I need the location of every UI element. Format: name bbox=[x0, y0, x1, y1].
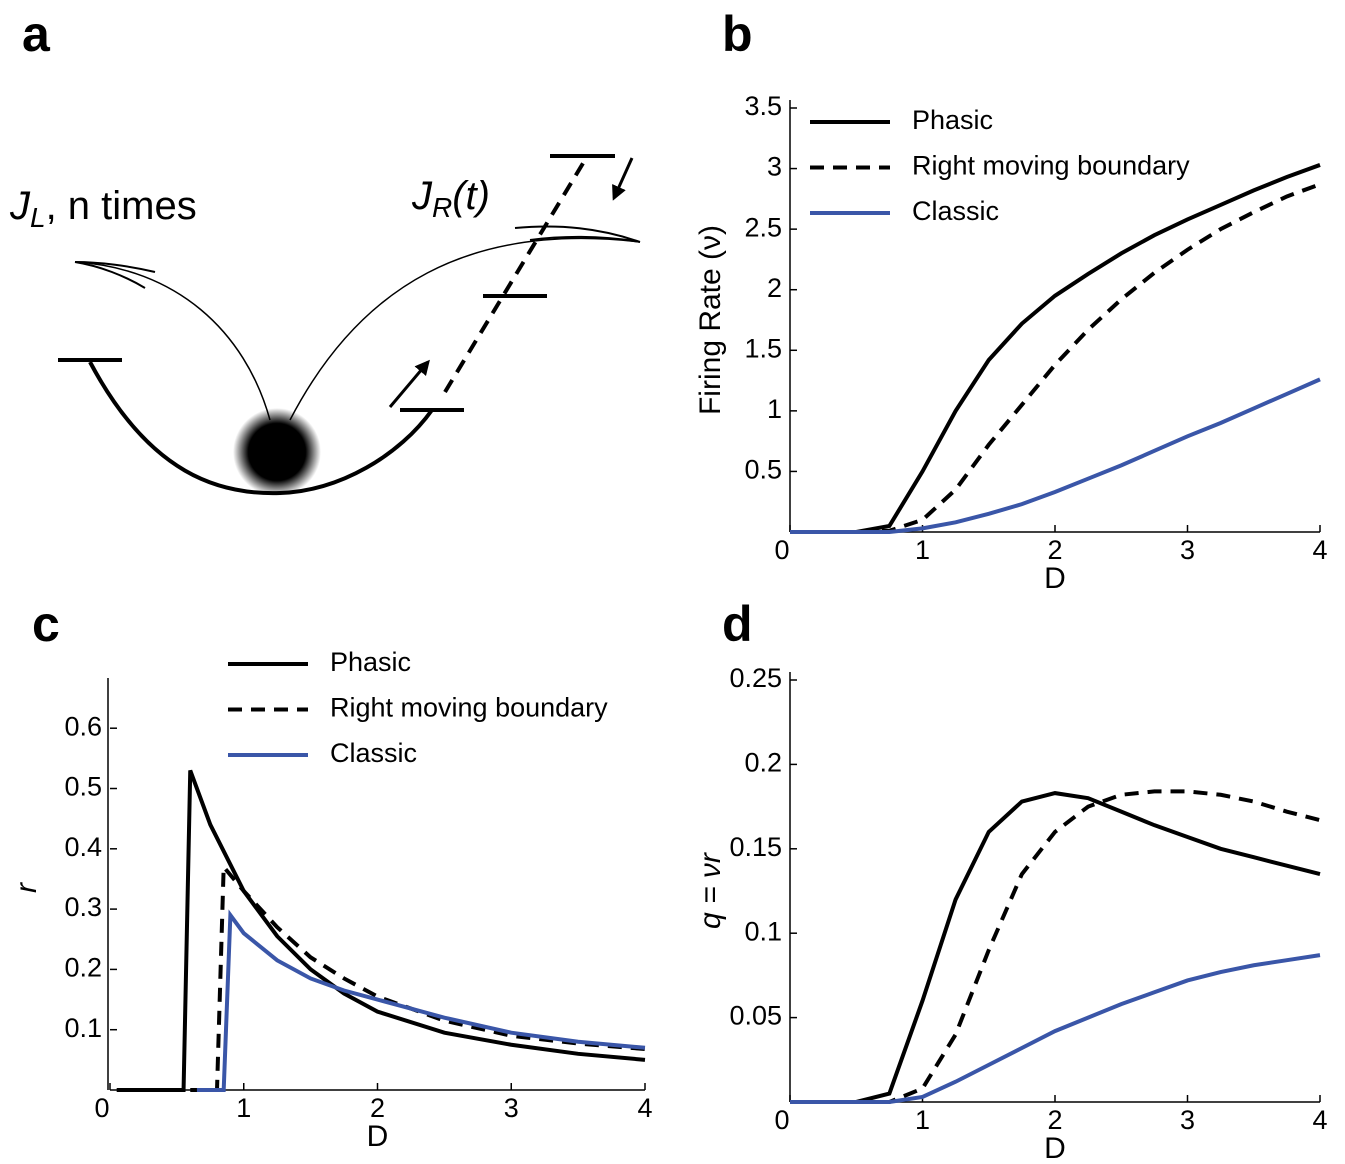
label-text: (t) bbox=[452, 174, 490, 218]
y-tick-label: 1 bbox=[767, 394, 782, 424]
legend-label: Classic bbox=[912, 196, 999, 226]
panel-label: a bbox=[22, 6, 51, 62]
legend-label: Phasic bbox=[912, 105, 993, 135]
jump-right bbox=[289, 237, 641, 421]
y-tick-label: 0.15 bbox=[729, 832, 782, 862]
x-tick-label: 3 bbox=[1180, 1105, 1195, 1135]
x-tick-label: 0 bbox=[774, 1105, 789, 1135]
series-line bbox=[116, 769, 646, 1092]
y-tick-label: 0.3 bbox=[64, 892, 102, 922]
series-line bbox=[790, 789, 1321, 1104]
x-tick-label: 0 bbox=[94, 1093, 109, 1123]
y-tick-label: 0.2 bbox=[64, 953, 102, 983]
legend-label: Right moving boundary bbox=[912, 151, 1190, 181]
x-axis-label: D bbox=[1044, 562, 1066, 595]
symbol: J bbox=[411, 174, 433, 218]
y-tick-label: 0.1 bbox=[64, 1013, 102, 1043]
x-tick-label: 3 bbox=[1180, 535, 1195, 565]
symbol: J bbox=[9, 184, 31, 228]
subscript: R bbox=[432, 192, 452, 223]
series-line bbox=[790, 377, 1321, 534]
y-tick-label: 0.5 bbox=[64, 772, 102, 802]
series-line bbox=[790, 163, 1321, 534]
left-label: JL, n times bbox=[9, 184, 197, 234]
panel-label: d bbox=[722, 596, 753, 652]
x-axis-label: D bbox=[1044, 1132, 1066, 1164]
y-tick-label: 2 bbox=[767, 273, 782, 303]
y-tick-label: 3.5 bbox=[744, 91, 782, 121]
y-tick-label: 3 bbox=[767, 152, 782, 182]
x-tick-label: 2 bbox=[1047, 1105, 1062, 1135]
arrow bbox=[388, 359, 430, 408]
x-tick-label: 2 bbox=[370, 1093, 385, 1123]
x-tick-label: 1 bbox=[915, 535, 930, 565]
x-tick-label: 4 bbox=[637, 1093, 652, 1123]
diagram bbox=[58, 154, 641, 496]
y-tick-label: 0.6 bbox=[64, 711, 102, 741]
series-line bbox=[790, 182, 1321, 534]
panel-label: b bbox=[722, 6, 753, 62]
jump-left bbox=[74, 261, 271, 421]
x-tick-label: 3 bbox=[504, 1093, 519, 1123]
x-tick-label: 1 bbox=[915, 1105, 930, 1135]
y-tick-label: 0.2 bbox=[744, 748, 782, 778]
x-tick-label: 1 bbox=[236, 1093, 251, 1123]
jump-tip bbox=[74, 261, 156, 289]
series-line bbox=[196, 909, 646, 1092]
y-tick-label: 0.5 bbox=[744, 455, 782, 485]
series-line bbox=[790, 791, 1321, 1104]
right-label: JR(t) bbox=[411, 174, 490, 224]
ball bbox=[233, 408, 321, 496]
y-tick-label: 0.25 bbox=[729, 663, 782, 693]
y-tick-label: 0.1 bbox=[744, 916, 782, 946]
x-tick-label: 4 bbox=[1312, 535, 1327, 565]
series-line bbox=[790, 953, 1321, 1104]
y-axis-label: q = νr bbox=[694, 852, 727, 929]
jump-tip bbox=[514, 225, 641, 243]
subscript: L bbox=[30, 202, 46, 233]
potential-well bbox=[88, 361, 434, 496]
x-tick-label: 4 bbox=[1312, 1105, 1327, 1135]
arrow bbox=[612, 157, 634, 201]
legend-label: Classic bbox=[330, 738, 417, 768]
y-axis-label: Firing Rate (ν) bbox=[694, 225, 727, 415]
x-axis-label: D bbox=[367, 1120, 389, 1153]
y-tick-label: 0.05 bbox=[729, 1001, 782, 1031]
series-line bbox=[190, 861, 646, 1092]
label-text: , n times bbox=[46, 184, 197, 228]
y-tick-label: 2.5 bbox=[744, 212, 782, 242]
x-tick-label: 2 bbox=[1047, 535, 1062, 565]
panel-label: c bbox=[32, 596, 60, 652]
y-tick-label: 1.5 bbox=[744, 333, 782, 363]
x-tick-label: 0 bbox=[774, 535, 789, 565]
legend-label: Phasic bbox=[330, 647, 411, 677]
y-tick-label: 0.4 bbox=[64, 832, 102, 862]
legend-label: Right moving boundary bbox=[330, 693, 608, 723]
y-axis-label: r bbox=[10, 882, 43, 893]
